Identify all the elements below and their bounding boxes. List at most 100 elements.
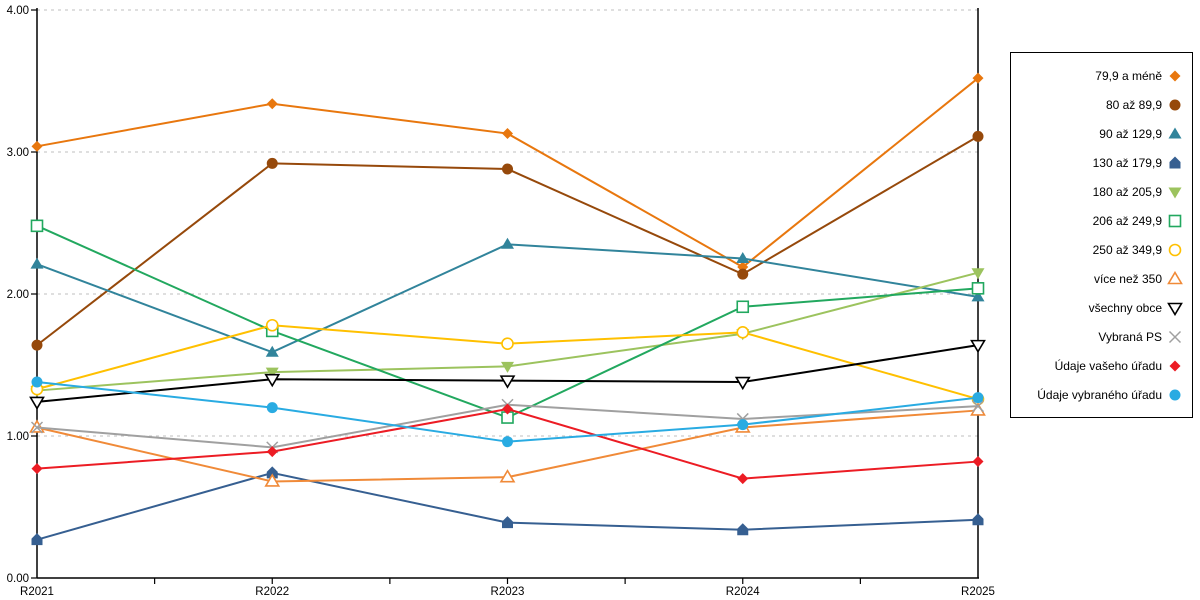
data-point-marker: [266, 98, 278, 110]
triangle-up-filled-legend-icon: [1168, 127, 1182, 138]
data-point-marker: [1169, 360, 1181, 371]
data-point-marker: [736, 252, 750, 263]
legend-item-80-a-89-9: 80 až 89,9: [1011, 97, 1192, 113]
data-point-marker: [1169, 156, 1181, 168]
data-point-marker: [502, 128, 513, 140]
data-point-marker: [1169, 389, 1181, 400]
data-point-marker: [265, 318, 279, 332]
data-point-marker: [31, 376, 43, 388]
x-axis-label: R2021: [20, 586, 54, 598]
circle-filled-legend-icon: [1169, 389, 1181, 400]
data-point-marker: [502, 436, 513, 448]
data-point-marker: [971, 400, 985, 413]
circle-filled-legend-icon: [1169, 99, 1181, 110]
legend-label: 250 až 349,9: [1092, 242, 1162, 257]
data-point-marker: [971, 282, 985, 295]
legend-label: 79,9 a méně: [1095, 68, 1162, 83]
series-line: [36, 243, 979, 354]
data-point-marker: [1168, 214, 1182, 227]
series-90-a-129-9: [30, 237, 985, 357]
legend: 79,9 a méně 80 až 89,9 90 až 129,9 130 až 1…: [1010, 52, 1193, 418]
data-point-marker: [1167, 270, 1183, 284]
data-point-marker: [265, 345, 279, 357]
data-point-marker: [972, 513, 984, 526]
y-axis-label: 4.00: [7, 5, 29, 17]
data-point-marker: [972, 130, 984, 142]
data-point-marker: [736, 300, 750, 314]
legend-item-79-9-a-m-n: 79,9 a méně: [1011, 68, 1192, 84]
x-axis-label: R2023: [491, 586, 525, 598]
legend-item-180-a-205-9: 180 až 205,9: [1011, 184, 1192, 200]
data-point-marker: [501, 337, 514, 351]
data-point-marker: [501, 361, 514, 373]
series-daje-vybran-ho-adu: [31, 376, 984, 448]
series-130-a-179-9: [31, 466, 984, 546]
data-point-marker: [264, 373, 281, 388]
data-point-marker: [737, 419, 749, 431]
data-point-marker: [266, 446, 278, 458]
data-point-marker: [29, 396, 45, 410]
data-point-marker: [30, 219, 44, 233]
legend-item-90-a-129-9: 90 až 129,9: [1011, 126, 1192, 142]
data-point-marker: [502, 403, 513, 415]
y-axis-label: 0.00: [7, 573, 29, 585]
series-line: [36, 471, 979, 541]
y-axis-label: 1.00: [7, 431, 29, 443]
data-point-marker: [970, 339, 986, 354]
legend-item-v-echny-obce: všechny obce: [1011, 300, 1192, 316]
square-open-legend-icon: [1168, 214, 1182, 227]
series-v-echny-obce: [29, 339, 986, 410]
data-point-marker: [972, 456, 984, 468]
data-point-marker: [502, 516, 513, 529]
legend-label: Vybraná PS: [1098, 329, 1162, 344]
data-point-marker: [266, 466, 278, 479]
series-206-a-249-9: [30, 219, 985, 424]
triangle-up-open-legend-icon: [1167, 270, 1183, 284]
y-axis-label: 3.00: [7, 147, 29, 159]
data-point-marker: [736, 326, 750, 339]
legend-item-250-a-349-9: 250 až 349,9: [1011, 242, 1192, 258]
data-point-marker: [737, 473, 749, 485]
pentagon-filled-legend-icon: [1169, 156, 1181, 168]
series-line: [36, 344, 979, 403]
legend-item-206-a-249-9: 206 až 249,9: [1011, 213, 1192, 229]
y-axis-label: 2.00: [7, 289, 29, 301]
data-point-marker: [499, 375, 516, 389]
data-point-marker: [1168, 330, 1182, 343]
data-point-marker: [734, 376, 751, 391]
data-point-marker: [1168, 243, 1182, 256]
legend-item-daje-vybran-ho-adu: Údaje vybraného úřadu: [1011, 387, 1192, 403]
data-point-marker: [501, 237, 514, 249]
data-point-marker: [1169, 70, 1181, 81]
data-point-marker: [31, 339, 43, 351]
data-point-marker: [499, 469, 516, 483]
data-point-marker: [31, 463, 43, 475]
data-point-marker: [971, 268, 985, 280]
x-legend-icon: [1168, 330, 1182, 343]
legend-item-daje-va-eho-adu: Údaje vašeho úřadu: [1011, 358, 1192, 374]
legend-item-v-ce-ne-350: více než 350: [1011, 270, 1192, 287]
x-axis-label: R2022: [255, 586, 289, 598]
triangle-down-open-legend-icon: [1167, 302, 1183, 316]
legend-label: 206 až 249,9: [1092, 213, 1162, 228]
legend-label: všechny obce: [1088, 300, 1162, 315]
circle-open-legend-icon: [1168, 243, 1182, 256]
data-point-marker: [264, 473, 281, 487]
data-point-marker: [737, 268, 749, 280]
x-axis-label: R2025: [961, 586, 995, 598]
data-point-marker: [265, 367, 279, 379]
data-point-marker: [737, 523, 749, 536]
legend-label: 180 až 205,9: [1092, 184, 1162, 199]
data-point-marker: [972, 392, 984, 404]
data-point-marker: [30, 257, 44, 269]
data-point-marker: [31, 533, 43, 546]
legend-item-vybran-ps: Vybraná PS: [1011, 329, 1192, 345]
legend-label: Údaje vybraného úřadu: [1037, 387, 1162, 402]
series-80-a-89-9: [31, 130, 984, 351]
series-daje-va-eho-adu: [31, 403, 984, 485]
data-point-marker: [1169, 99, 1181, 110]
data-point-marker: [971, 290, 985, 302]
legend-label: Údaje vašeho úřadu: [1054, 358, 1162, 373]
